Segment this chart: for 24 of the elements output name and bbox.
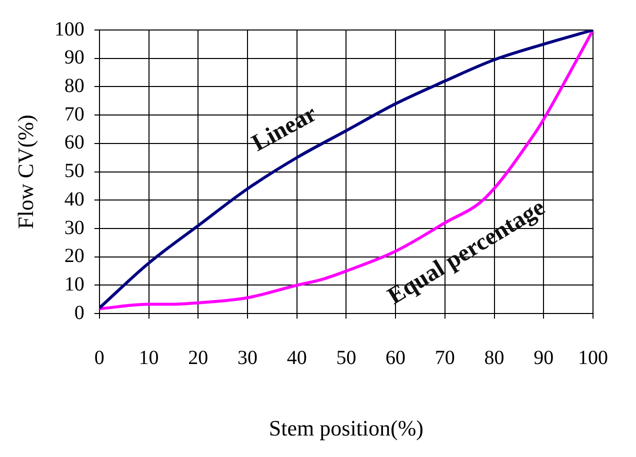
x-tick-label: 0 bbox=[94, 346, 104, 369]
y-tick-label: 90 bbox=[64, 46, 84, 69]
x-tick-label: 70 bbox=[434, 346, 455, 369]
y-tick-label: 70 bbox=[64, 103, 84, 126]
x-tick-label: 50 bbox=[336, 346, 356, 369]
x-tick-label: 100 bbox=[578, 346, 608, 369]
y-tick-label: 100 bbox=[54, 18, 84, 40]
x-axis-title: Stem position(%) bbox=[268, 416, 424, 441]
y-tick-label: 30 bbox=[64, 216, 84, 239]
y-axis-title: Flow CV(%) bbox=[12, 114, 38, 229]
y-tick-label: 80 bbox=[64, 74, 84, 97]
y-tick-label: 10 bbox=[64, 273, 84, 296]
y-tick-label: 60 bbox=[64, 132, 84, 154]
x-tick-label: 40 bbox=[286, 346, 307, 369]
x-tick-label: 60 bbox=[386, 346, 406, 369]
y-tick-label: 50 bbox=[64, 160, 84, 182]
y-tick-label: 0 bbox=[74, 302, 84, 324]
x-tick-label: 20 bbox=[188, 346, 208, 369]
x-tick-label: 90 bbox=[534, 346, 554, 369]
x-tick-label: 80 bbox=[484, 346, 504, 369]
y-tick-label: 40 bbox=[64, 188, 84, 210]
x-tick-label: 10 bbox=[138, 346, 159, 369]
x-tick-label: 30 bbox=[237, 346, 258, 369]
y-tick-label: 20 bbox=[64, 245, 84, 268]
